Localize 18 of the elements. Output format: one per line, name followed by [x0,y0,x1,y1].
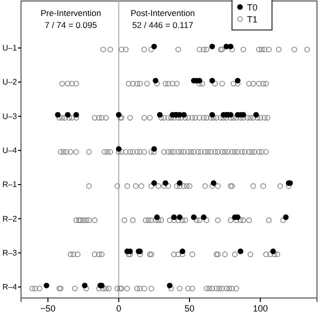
annotation: Post-Intervention [130,8,196,18]
annotation: 7 / 74 = 0.095 [44,20,98,30]
y-tick-label: U–2 [2,78,18,87]
y-tick-label: U–3 [2,112,18,121]
x-tick-label: 100 [252,303,268,314]
y-tick-label: R–1 [2,180,18,190]
y-tick-label: R–4 [2,282,18,292]
x-tick-label: 0 [116,303,122,314]
y-tick-label: U–4 [2,146,18,155]
y-tick-label: R–2 [2,214,18,224]
x-tick-label: 50 [184,303,195,314]
annotation: 52 / 446 = 0.117 [132,20,194,30]
legend-label: T1 [247,14,258,24]
y-tick-label: U–1 [2,44,18,53]
annotation: Pre-Intervention [40,8,102,18]
legend-label: T0 [247,2,258,12]
x-tick-label: −50 [40,303,56,314]
y-tick-label: R–3 [2,248,18,258]
